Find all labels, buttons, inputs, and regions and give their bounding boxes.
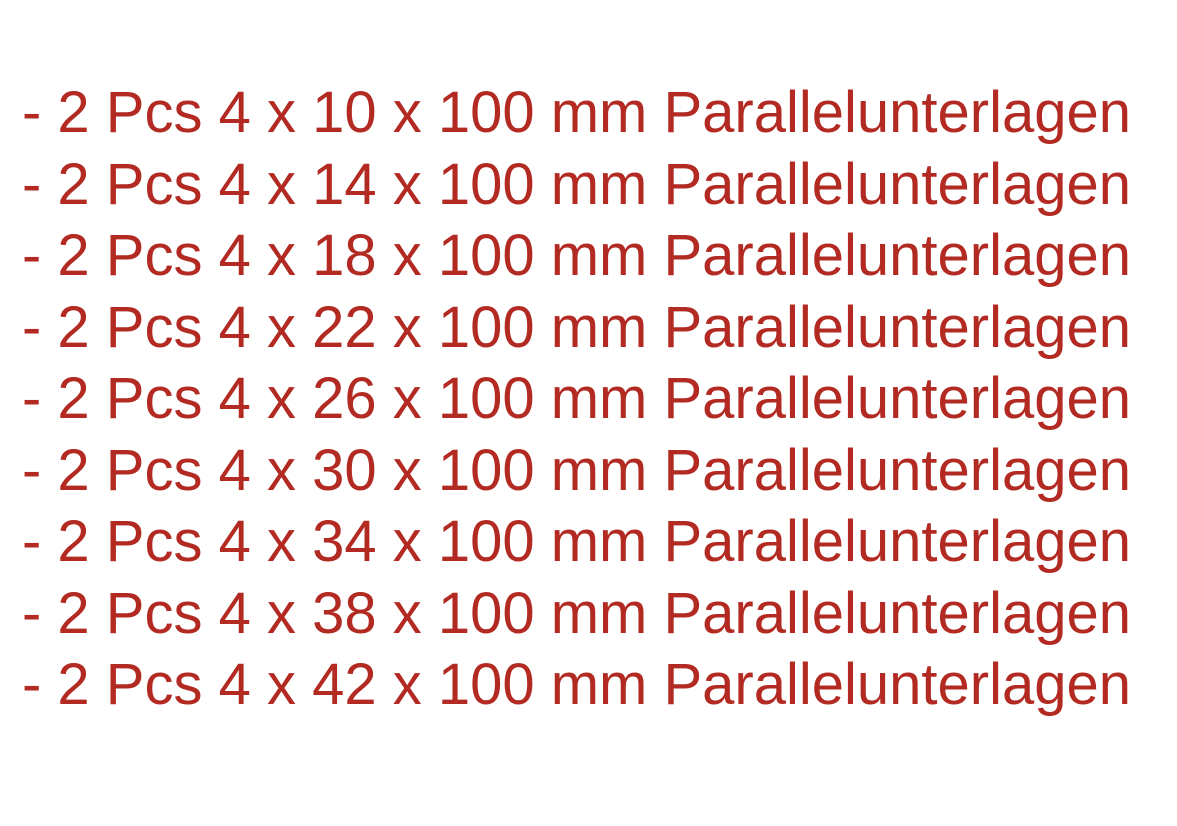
list-item: - 2 Pcs 4 x 42 x 100 mm Parallelunterlag… [22,652,1131,717]
list-item: - 2 Pcs 4 x 10 x 100 mm Parallelunterlag… [22,80,1131,145]
list-item: - 2 Pcs 4 x 34 x 100 mm Parallelunterlag… [22,509,1131,574]
list-item: - 2 Pcs 4 x 18 x 100 mm Parallelunterlag… [22,223,1131,288]
list-item: - 2 Pcs 4 x 38 x 100 mm Parallelunterlag… [22,580,1131,646]
parts-list: - 2 Pcs 4 x 10 x 100 mm Parallelunterlag… [22,77,1131,721]
list-item: - 2 Pcs 4 x 22 x 100 mm Parallelunterlag… [22,294,1131,360]
list-item: - 2 Pcs 4 x 26 x 100 mm Parallelunterlag… [22,366,1131,431]
list-item: - 2 Pcs 4 x 14 x 100 mm Parallelunterlag… [22,151,1131,217]
list-item: - 2 Pcs 4 x 30 x 100 mm Parallelunterlag… [22,437,1131,503]
